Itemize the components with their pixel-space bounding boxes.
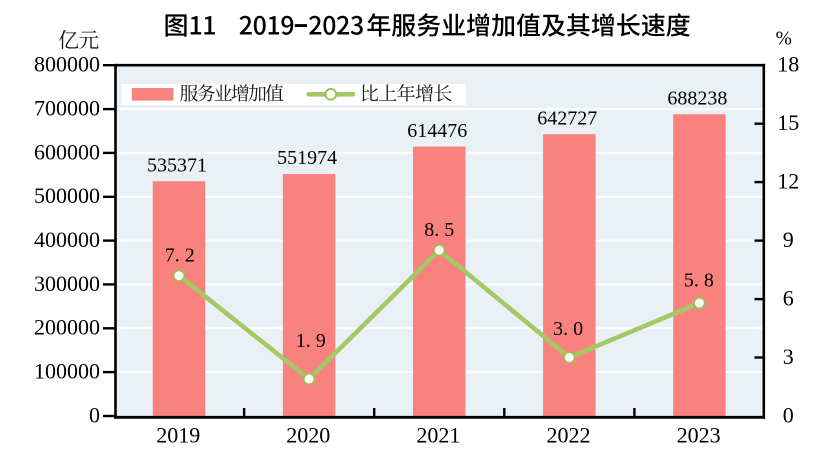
svg-text:7. 2: 7. 2 — [165, 245, 195, 267]
svg-text:300000: 300000 — [34, 271, 100, 296]
svg-text:642727: 642727 — [537, 107, 597, 129]
svg-text:600000: 600000 — [34, 139, 100, 164]
svg-text:15: 15 — [777, 110, 799, 135]
svg-text:100000: 100000 — [34, 359, 100, 384]
svg-text:551974: 551974 — [277, 147, 337, 169]
svg-text:6: 6 — [783, 285, 794, 310]
svg-text:3: 3 — [783, 344, 794, 369]
svg-text:2019: 2019 — [156, 422, 200, 447]
svg-text:0: 0 — [783, 402, 794, 427]
svg-text:800000: 800000 — [34, 52, 100, 77]
svg-text:%: % — [776, 29, 792, 50]
svg-text:2023: 2023 — [677, 422, 721, 447]
svg-text:9: 9 — [783, 227, 794, 252]
svg-text:5. 8: 5. 8 — [684, 269, 714, 291]
svg-text:12: 12 — [777, 169, 799, 194]
svg-text:0: 0 — [89, 402, 100, 427]
svg-text:200000: 200000 — [34, 315, 100, 340]
svg-text:688238: 688238 — [667, 87, 727, 109]
svg-text:500000: 500000 — [34, 183, 100, 208]
svg-text:8. 5: 8. 5 — [424, 219, 454, 241]
svg-text:18: 18 — [777, 52, 799, 77]
svg-text:2021: 2021 — [416, 422, 460, 447]
svg-text:614476: 614476 — [407, 120, 467, 142]
svg-text:2020: 2020 — [286, 422, 330, 447]
svg-text:700000: 700000 — [34, 95, 100, 120]
svg-text:1. 9: 1. 9 — [296, 330, 326, 352]
svg-text:3. 0: 3. 0 — [553, 318, 583, 340]
svg-text:535371: 535371 — [147, 154, 207, 176]
svg-text:400000: 400000 — [34, 227, 100, 252]
svg-text:2022: 2022 — [547, 422, 591, 447]
